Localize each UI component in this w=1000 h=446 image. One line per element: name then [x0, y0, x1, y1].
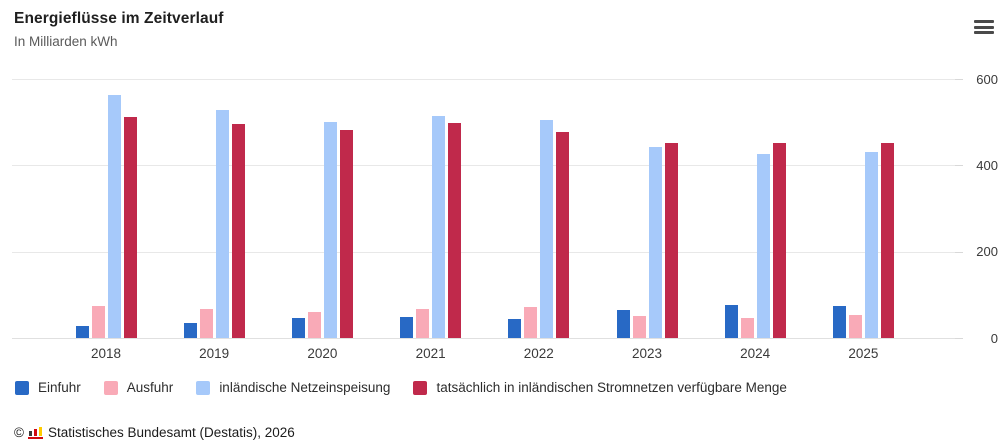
bar-2024-tatsächlich-in-inländischen-stromnetzen-[interactable]: [772, 142, 786, 338]
bar-2018-tatsächlich-in-inländischen-stromnetzen-[interactable]: [123, 117, 137, 338]
bar-2018-einfuhr[interactable]: [75, 325, 89, 338]
destatis-logo-icon: [27, 426, 43, 439]
x-tick-label-2020: 2020: [307, 346, 338, 361]
gridline-400: [12, 165, 958, 167]
y-tick-mark-0: [955, 338, 963, 339]
bar-2019-einfuhr[interactable]: [183, 322, 197, 338]
bar-2025-tatsächlich-in-inländischen-stromnetzen-[interactable]: [880, 142, 894, 338]
bar-2023-ausfuhr[interactable]: [632, 315, 646, 338]
legend-swatch: [196, 380, 211, 395]
gridline-600: [12, 79, 958, 80]
bar-2023-einfuhr[interactable]: [616, 310, 630, 338]
hamburger-menu-icon[interactable]: [970, 14, 998, 40]
bar-group-2021: [400, 79, 462, 338]
bar-2021-inländische-netzeinspeisung[interactable]: [432, 116, 446, 338]
copyright-symbol: ©: [14, 425, 24, 440]
y-tick-mark-600: [955, 79, 963, 80]
bar-2022-einfuhr[interactable]: [508, 319, 522, 338]
bar-2024-ausfuhr[interactable]: [740, 318, 754, 338]
plot-area: [12, 79, 958, 339]
chart-title: Energieflüsse im Zeitverlauf: [14, 10, 224, 27]
bar-2023-inländische-netzeinspeisung[interactable]: [648, 146, 662, 338]
bar-2019-ausfuhr[interactable]: [199, 309, 213, 338]
bar-2022-inländische-netzeinspeisung[interactable]: [540, 120, 554, 338]
legend-label: inländische Netzeinspeisung: [219, 380, 391, 395]
bar-2025-ausfuhr[interactable]: [848, 315, 862, 338]
x-tick-label-2022: 2022: [523, 346, 554, 361]
bar-group-2025: [832, 79, 894, 338]
bar-2021-ausfuhr[interactable]: [416, 309, 430, 338]
y-tick-label-400: 400: [976, 157, 998, 173]
legend-swatch: [15, 380, 29, 395]
bar-2018-inländische-netzeinspeisung[interactable]: [107, 95, 121, 338]
bar-2020-einfuhr[interactable]: [291, 318, 305, 338]
legend-swatch: [413, 380, 428, 395]
legend-item-einfuhr[interactable]: Einfuhr: [15, 380, 81, 395]
legend-label: tatsächlich in inländischen Stromnetzen …: [436, 380, 787, 395]
bar-2023-tatsächlich-in-inländischen-stromnetzen-[interactable]: [664, 142, 678, 338]
legend-item-tatsächlich-in-inländischen-stromnetzen-[interactable]: tatsächlich in inländischen Stromnetzen …: [413, 380, 787, 395]
legend-label: Ausfuhr: [126, 380, 174, 395]
hamburger-line: [974, 31, 994, 35]
bar-group-2019: [183, 79, 245, 338]
x-tick-label-2019: 2019: [199, 346, 230, 361]
chart-subtitle: In Milliarden kWh: [14, 34, 118, 49]
gridline-200: [12, 251, 958, 253]
x-tick-label-2018: 2018: [90, 346, 122, 361]
legend-item-inländische-netzeinspeisung[interactable]: inländische Netzeinspeisung: [196, 380, 390, 395]
bar-2025-einfuhr[interactable]: [832, 306, 846, 338]
gridline-0: [12, 338, 958, 339]
bar-2019-tatsächlich-in-inländischen-stromnetzen-[interactable]: [231, 123, 245, 338]
bar-2021-einfuhr[interactable]: [400, 316, 414, 338]
x-tick-label-2024: 2024: [740, 346, 771, 361]
y-tick-mark-400: [955, 165, 963, 167]
source-text: Statistisches Bundesamt (Destatis), 2026: [47, 425, 295, 440]
bar-2022-ausfuhr[interactable]: [524, 306, 538, 338]
bar-2025-inländische-netzeinspeisung[interactable]: [864, 152, 878, 338]
legend-item-ausfuhr[interactable]: Ausfuhr: [103, 380, 174, 395]
legend: Einfuhr Ausfuhr inländische Netzeinspeisun…: [15, 380, 787, 395]
bar-2020-ausfuhr[interactable]: [307, 312, 321, 338]
legend-swatch: [103, 380, 118, 395]
x-tick-label-2021: 2021: [415, 346, 446, 361]
bar-2019-inländische-netzeinspeisung[interactable]: [215, 110, 229, 338]
bar-2024-einfuhr[interactable]: [724, 304, 738, 338]
bar-2020-inländische-netzeinspeisung[interactable]: [323, 122, 337, 338]
bar-2022-tatsächlich-in-inländischen-stromnetzen-[interactable]: [556, 131, 570, 338]
bar-group-2018: [75, 79, 137, 338]
hamburger-line: [974, 19, 994, 23]
bar-group-2020: [291, 79, 353, 338]
y-tick-label-600: 600: [976, 71, 998, 87]
bar-2021-tatsächlich-in-inländischen-stromnetzen-[interactable]: [448, 123, 462, 338]
bar-2024-inländische-netzeinspeisung[interactable]: [756, 154, 770, 338]
legend-label: Einfuhr: [38, 380, 81, 395]
bar-2018-ausfuhr[interactable]: [91, 306, 105, 338]
bar-group-2024: [724, 79, 786, 338]
bar-group-2022: [508, 79, 570, 338]
bar-2020-tatsächlich-in-inländischen-stromnetzen-[interactable]: [339, 129, 353, 338]
y-tick-label-0: 0: [990, 330, 998, 346]
y-tick-mark-200: [955, 251, 963, 253]
x-tick-label-2023: 2023: [631, 346, 663, 361]
source-note: © Statistisches Bundesamt (Destatis), 20…: [14, 425, 295, 440]
y-tick-label-200: 200: [976, 244, 998, 260]
hamburger-line: [974, 25, 994, 29]
bar-group-2023: [616, 79, 678, 338]
x-tick-label-2025: 2025: [848, 346, 879, 361]
